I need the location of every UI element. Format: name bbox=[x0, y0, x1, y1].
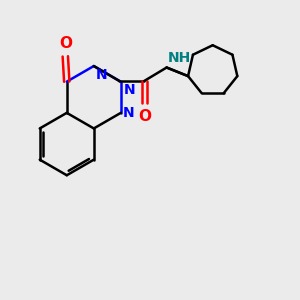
Text: N: N bbox=[122, 106, 134, 120]
Text: N: N bbox=[124, 83, 135, 97]
Text: N: N bbox=[95, 68, 107, 82]
Text: O: O bbox=[59, 36, 72, 51]
Text: NH: NH bbox=[168, 50, 191, 64]
Text: O: O bbox=[138, 109, 151, 124]
